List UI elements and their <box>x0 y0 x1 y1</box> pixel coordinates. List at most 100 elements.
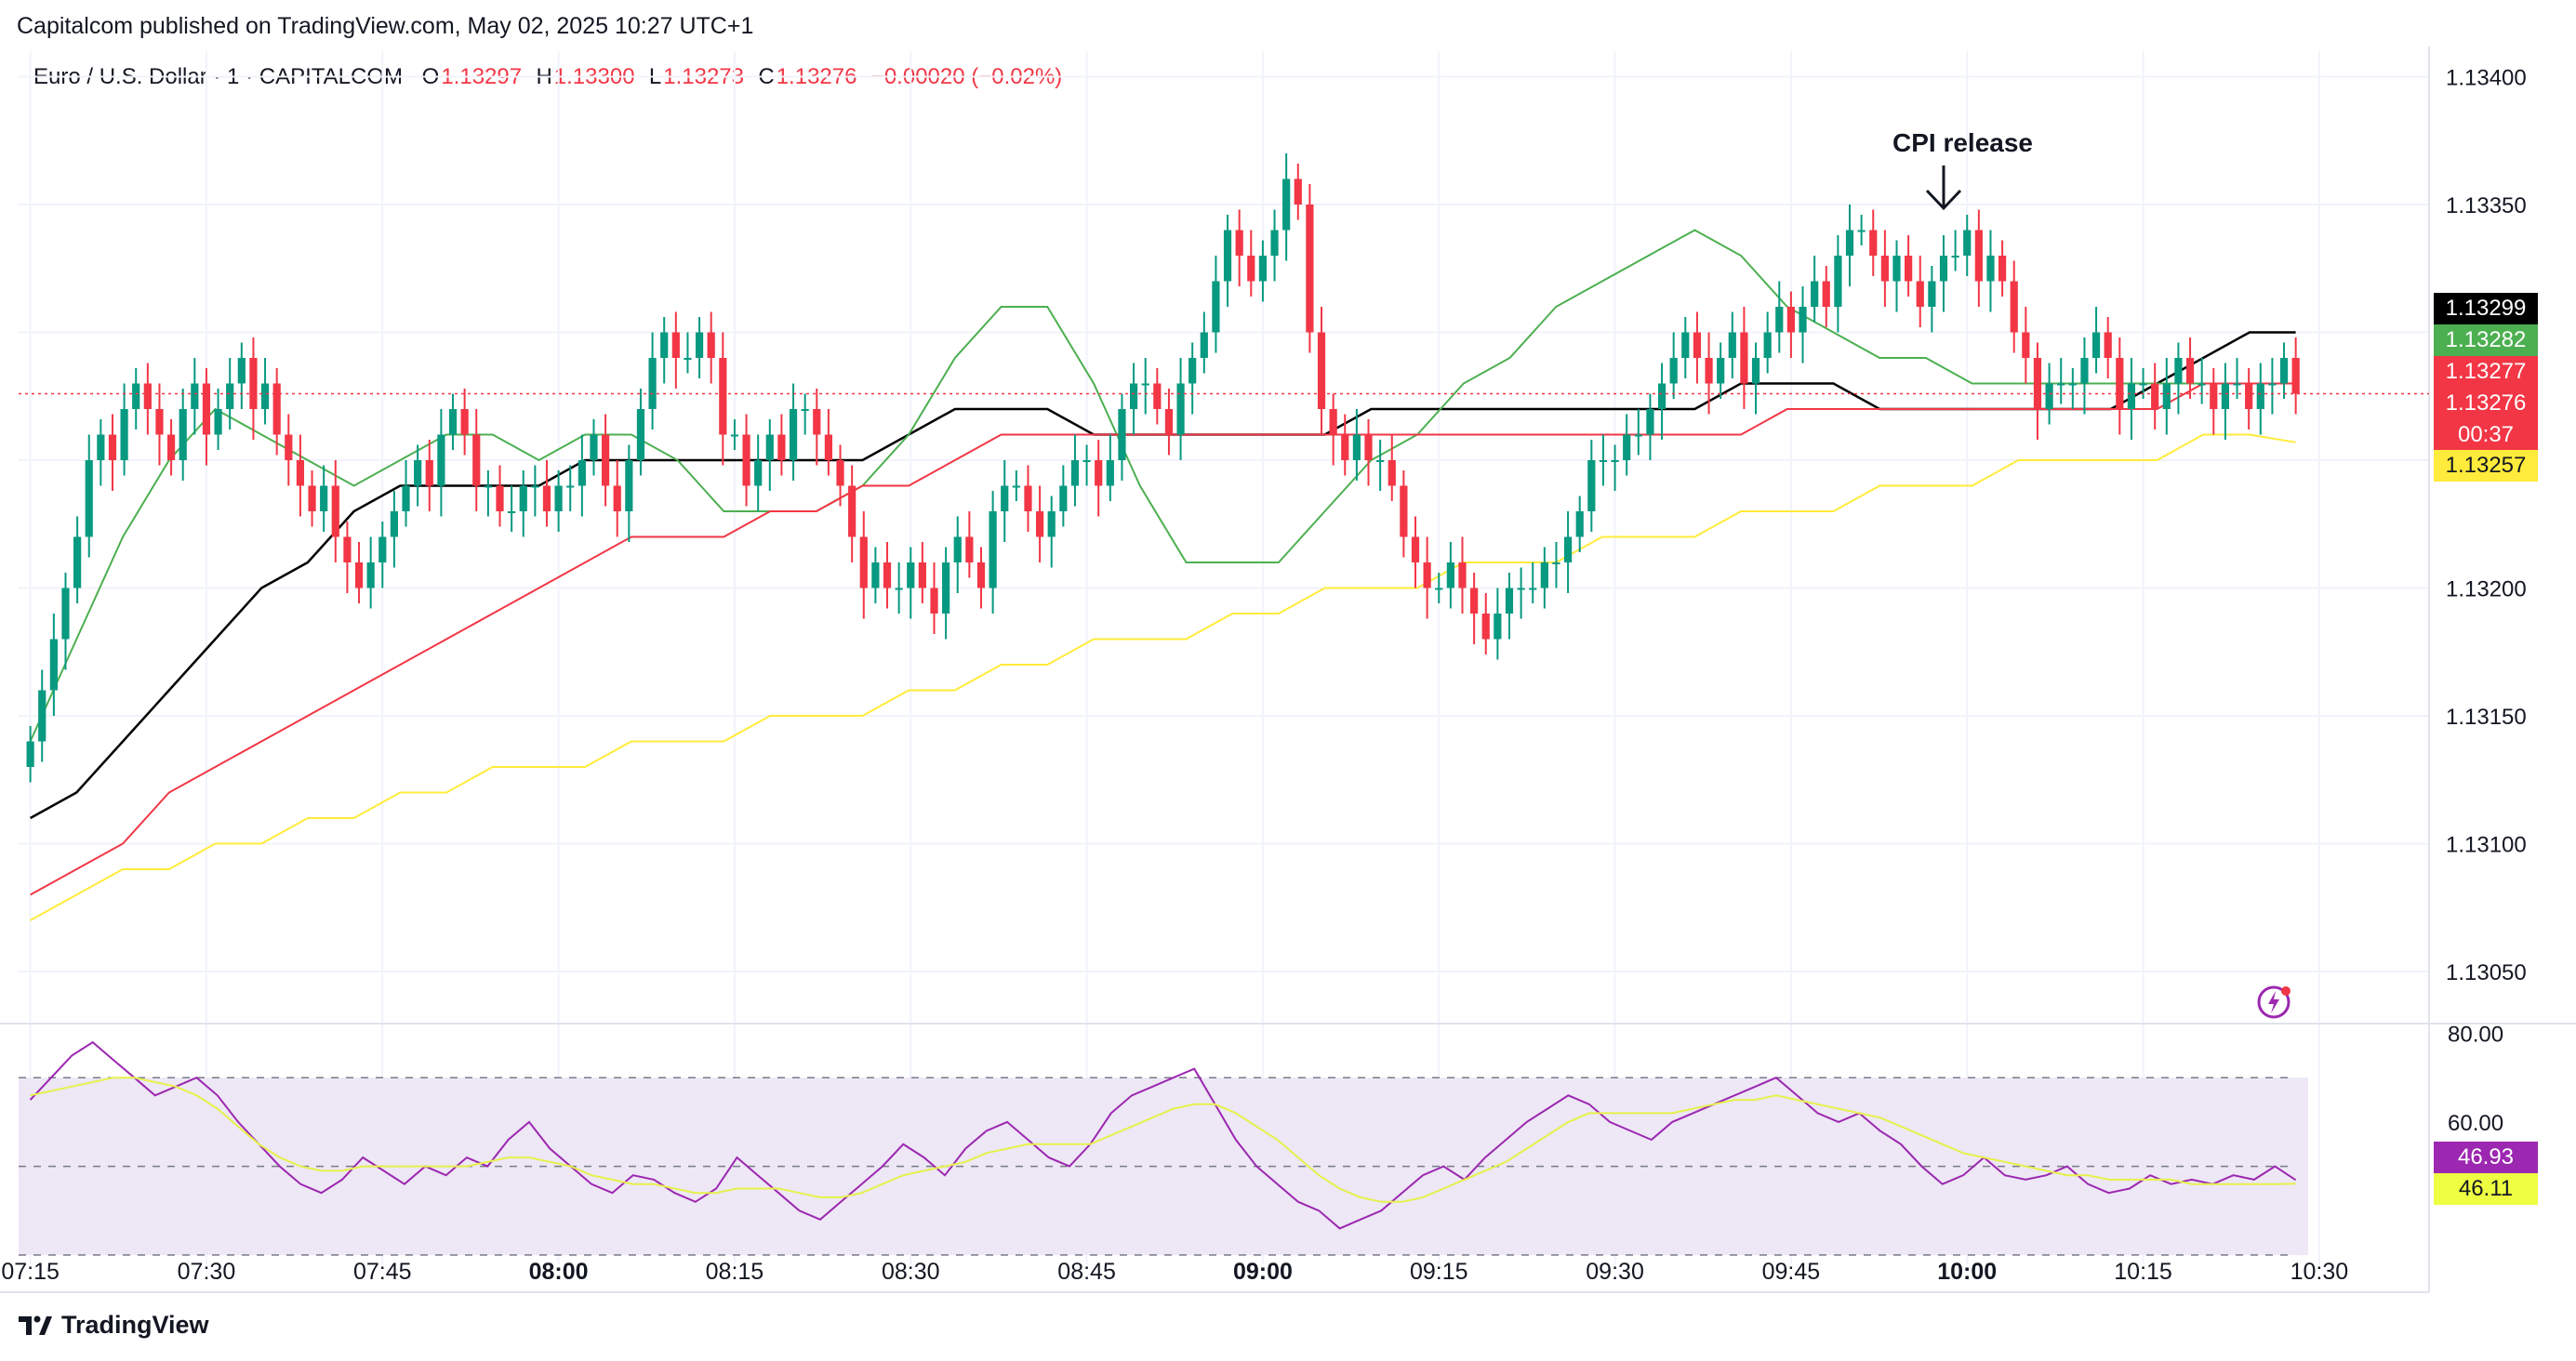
candle-up <box>1681 332 1690 358</box>
candle-up <box>366 562 375 588</box>
candle-down <box>108 434 117 460</box>
candle-up <box>648 358 657 409</box>
candle-down <box>859 536 868 588</box>
candle-up <box>1376 460 1385 462</box>
candle-down <box>1470 588 1479 614</box>
candle-up <box>1270 230 1279 256</box>
candle-up <box>1599 460 1608 462</box>
candle-up <box>1717 358 1725 384</box>
candle-down <box>1916 281 1924 307</box>
publisher-caption: Capitalcom published on TradingView.com,… <box>17 13 754 39</box>
lightning-icon[interactable] <box>2257 984 2294 1025</box>
candle-up <box>2198 383 2206 386</box>
candle-up <box>448 409 458 435</box>
candle-down <box>719 358 727 435</box>
candle-up <box>2162 383 2171 409</box>
price-tick-label: 1.13100 <box>2446 833 2527 858</box>
time-tick-label: 07:15 <box>1 1259 60 1285</box>
moving-average-line <box>30 433 2296 921</box>
candle-up <box>2068 383 2077 386</box>
candle-up <box>49 639 58 691</box>
candle-up <box>871 562 880 588</box>
candle-down <box>883 562 892 588</box>
candle-down <box>1458 562 1467 588</box>
candle-down <box>425 460 433 486</box>
candle-down <box>1388 460 1396 486</box>
candle-up <box>907 562 915 588</box>
candle-down <box>613 485 621 511</box>
candle-down <box>2010 281 2018 333</box>
candle-up <box>2045 383 2053 409</box>
rsi-tick-label: 60.00 <box>2448 1111 2503 1136</box>
candle-up <box>895 588 903 590</box>
candle-down <box>742 434 750 486</box>
candle-up <box>2174 358 2183 384</box>
candle-up <box>2279 358 2289 384</box>
rsi-ma-line <box>30 1077 2296 1203</box>
candle-up <box>1646 409 1654 435</box>
candle-down <box>166 434 176 460</box>
candle-down <box>1905 256 1913 282</box>
candle-down <box>2104 332 2112 358</box>
price-tag: 1.13276 <box>2434 388 2538 419</box>
candle-up <box>2233 383 2241 386</box>
candle-up <box>1751 358 1760 384</box>
candle-up <box>695 332 704 358</box>
time-tick-label: 08:30 <box>882 1259 940 1285</box>
time-tick-label: 08:45 <box>1057 1259 1116 1285</box>
tradingview-logo[interactable]: TradingView <box>19 1311 209 1340</box>
candle-up <box>1258 256 1268 282</box>
candle-up <box>789 409 798 460</box>
candle-up <box>730 434 739 437</box>
candle-up <box>226 383 234 409</box>
candle-up <box>1047 511 1056 537</box>
candle-up <box>1435 588 1443 590</box>
candle-up <box>1928 281 1936 307</box>
candle-up <box>1352 434 1361 460</box>
candle-down <box>285 434 293 460</box>
candle-down <box>1024 485 1032 511</box>
tradingview-logo-icon <box>19 1315 52 1335</box>
candle-up <box>1575 511 1584 537</box>
candle-up <box>1129 383 1138 409</box>
candle-up <box>1118 409 1126 460</box>
candle-up <box>1657 383 1666 409</box>
candle-up <box>38 690 46 742</box>
candle-down <box>202 383 211 435</box>
candle-up <box>260 383 270 409</box>
candle-up <box>320 485 328 511</box>
time-tick-label: 10:00 <box>1937 1259 1997 1285</box>
price-tag: 1.13299 <box>2434 293 2538 324</box>
candle-down <box>2291 358 2300 394</box>
candle-down <box>2245 383 2253 409</box>
price-tick-label: 1.13350 <box>2446 193 2527 218</box>
candle-down <box>1869 230 1878 256</box>
candle-up <box>765 434 774 460</box>
candle-down <box>296 460 305 486</box>
candle-down <box>1705 358 1713 384</box>
candle-up <box>1611 460 1619 462</box>
price-tag: 1.13282 <box>2434 324 2538 356</box>
candle-up <box>1763 332 1772 358</box>
candle-up <box>590 434 598 460</box>
candle-up <box>1799 307 1807 333</box>
candle-down <box>2151 383 2159 409</box>
candle-down <box>824 434 833 460</box>
price-tag: 00:37 <box>2434 419 2538 451</box>
candle-up <box>132 383 140 409</box>
candle-down <box>1306 205 1314 333</box>
candle-up <box>73 536 82 588</box>
candle-down <box>2022 332 2030 358</box>
candle-down <box>1294 178 1302 205</box>
candle-down <box>1423 562 1431 588</box>
candle-up <box>1986 256 1995 282</box>
rsi-tag: 46.11 <box>2434 1173 2538 1205</box>
candle-up <box>414 460 422 486</box>
time-tick-label: 07:45 <box>353 1259 412 1285</box>
candle-down <box>2033 358 2042 409</box>
candle-up <box>1517 588 1525 590</box>
price-tick-label: 1.13200 <box>2446 577 2527 602</box>
candle-down <box>1880 256 1889 282</box>
rsi-line <box>29 1040 2297 1230</box>
